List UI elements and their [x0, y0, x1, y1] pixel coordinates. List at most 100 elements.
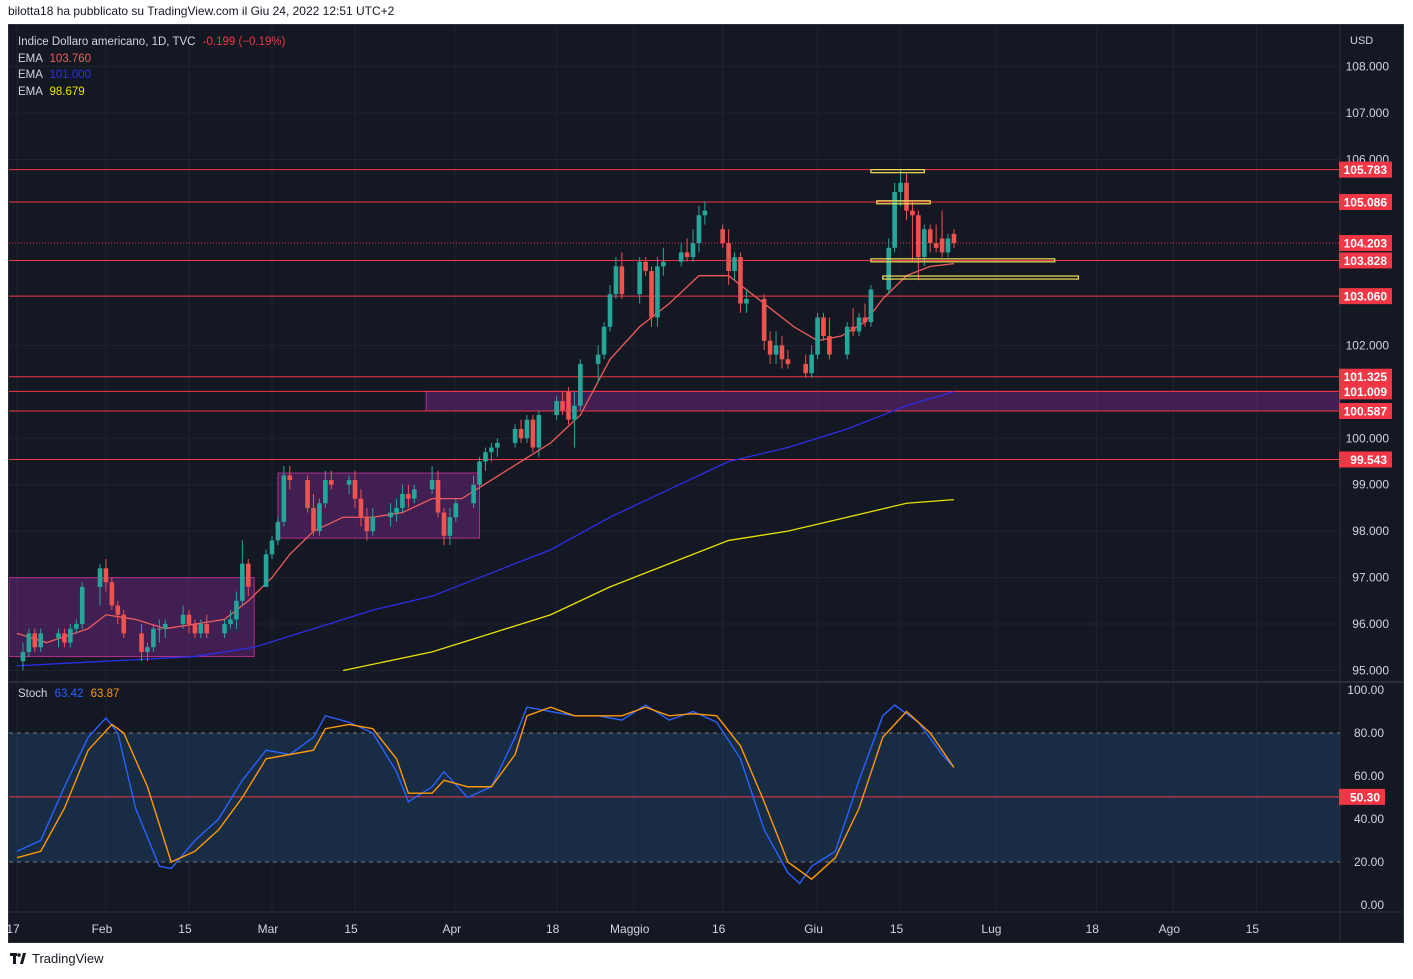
candle-body: [234, 600, 239, 620]
candle-body: [388, 512, 393, 518]
candle-body: [773, 345, 779, 355]
candle-body: [566, 391, 571, 420]
candle-body: [180, 614, 186, 625]
time-tick-label: Mar: [258, 922, 279, 936]
candle-body: [690, 243, 696, 258]
candle-body: [678, 252, 684, 262]
candle-body: [263, 554, 269, 587]
candle-body: [394, 507, 399, 513]
time-tick-label: Maggio: [610, 922, 650, 936]
candle-body: [512, 428, 518, 443]
candle-body: [406, 493, 411, 499]
candle-body: [530, 419, 536, 448]
legend-symbol: Indice Dollaro americano, 1D, TVC -0.199…: [18, 36, 285, 48]
candle-body: [157, 628, 162, 630]
candle-body: [779, 345, 785, 360]
price-level-badge: [1339, 252, 1392, 269]
price-tick-label: 99.000: [1352, 478, 1389, 492]
candle-body: [661, 261, 666, 267]
candle-body: [933, 243, 939, 248]
candle-body: [240, 563, 245, 601]
candle-body: [228, 619, 233, 625]
candle-body: [850, 326, 856, 332]
candle-body: [62, 633, 67, 643]
candle-body: [489, 447, 494, 453]
price-level-label: 101.009: [1344, 385, 1388, 399]
stoch-d-value: 63.87: [90, 688, 120, 700]
ema2-label: EMA: [18, 69, 43, 81]
candle-body: [898, 182, 903, 193]
ema3-value: 98.679: [49, 86, 85, 98]
candle-body: [287, 475, 293, 481]
candle-body: [275, 521, 281, 541]
candle-body: [910, 210, 915, 216]
price-level-badge: [1339, 194, 1392, 211]
trend-level-marker: [882, 275, 1080, 280]
candle-body: [738, 257, 743, 304]
candle-body: [761, 298, 767, 341]
candle-body: [601, 326, 607, 355]
ema1-label: EMA: [18, 53, 43, 65]
price-tick-label: 96.000: [1352, 617, 1389, 631]
candle-body: [726, 243, 731, 272]
candle-body: [578, 363, 583, 406]
candle-body: [921, 229, 927, 258]
candle-body: [435, 480, 441, 513]
candle-body: [192, 624, 198, 634]
time-tick-label: Feb: [92, 922, 113, 936]
stoch-tick-label: 40.00: [1354, 812, 1384, 826]
candle-body: [97, 568, 103, 587]
stoch-band: [9, 733, 1340, 862]
candle-body: [323, 480, 328, 504]
symbol-title: Indice Dollaro americano, 1D, TVC: [18, 36, 196, 48]
footer: TradingView: [10, 951, 104, 966]
tradingview-logo-icon: [10, 952, 26, 965]
candle-body: [892, 192, 897, 248]
price-level-badge: [1339, 402, 1392, 419]
candle-body: [245, 563, 251, 587]
candle-body: [536, 415, 542, 448]
candle-body: [311, 507, 316, 532]
candle-body: [429, 480, 435, 490]
candle-body: [145, 647, 150, 652]
candle-body: [560, 401, 565, 411]
candle-body: [927, 229, 933, 244]
candle-body: [305, 480, 310, 508]
price-tick-label: 102.000: [1346, 338, 1390, 352]
stoch-label: Stoch: [18, 688, 48, 700]
price-level-badge: [1339, 161, 1392, 178]
candle-body: [696, 215, 702, 244]
price-level-label: 101.325: [1344, 370, 1388, 384]
candle-body: [518, 428, 524, 439]
candle-body: [856, 317, 862, 332]
candle-body: [785, 359, 791, 364]
time-tick-label: Ago: [1159, 922, 1181, 936]
candle-body: [352, 480, 358, 499]
candle-body: [483, 452, 488, 462]
candle-body: [945, 238, 951, 253]
time-tick-label: 15: [344, 922, 358, 936]
stoch-tick-label: 0.00: [1361, 898, 1385, 912]
candle-body: [684, 252, 690, 258]
candle-body: [904, 182, 909, 211]
candle-body: [619, 266, 625, 295]
candle-body: [637, 261, 642, 295]
price-level-badge: [1339, 383, 1392, 400]
ema1-value: 103.760: [49, 53, 92, 65]
price-level-badge: [1339, 235, 1392, 252]
consolidation-zone: [9, 577, 255, 658]
candle-body: [554, 401, 559, 416]
candle-body: [827, 336, 832, 355]
candle-body: [447, 517, 453, 536]
price-pane[interactable]: [9, 168, 1340, 672]
candle-body: [702, 210, 708, 216]
candle-body: [269, 540, 275, 555]
stoch-pane[interactable]: [9, 704, 1340, 885]
candle-body: [441, 512, 447, 536]
candle-body: [103, 568, 109, 583]
stoch-tick-label: 20.00: [1354, 855, 1384, 869]
currency-label: USD: [1350, 35, 1373, 47]
candle-body: [643, 261, 648, 272]
candle-body: [186, 614, 192, 625]
